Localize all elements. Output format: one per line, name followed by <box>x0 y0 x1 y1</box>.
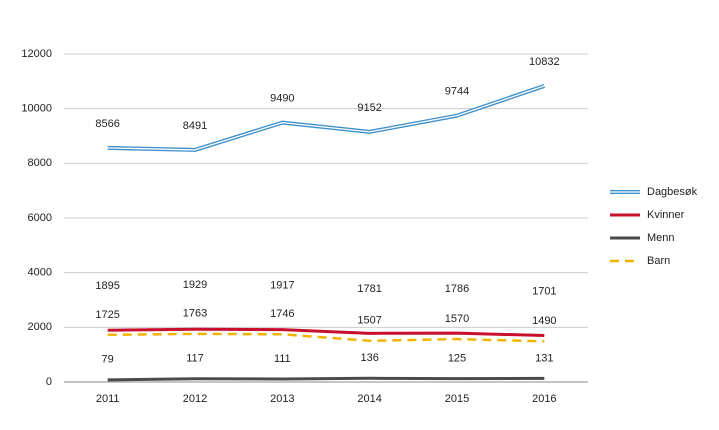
data-label: 1507 <box>357 315 381 327</box>
y-tick-label: 4000 <box>28 267 52 279</box>
data-label: 9490 <box>270 93 294 105</box>
data-label: 136 <box>360 352 378 364</box>
legend-label: Menn <box>647 232 675 244</box>
data-label: 1763 <box>183 308 207 320</box>
data-label: 8566 <box>95 118 119 130</box>
x-tick-label: 2012 <box>183 393 207 405</box>
data-label: 1917 <box>270 280 294 292</box>
data-label: 1781 <box>357 283 381 295</box>
series-line-inner <box>107 85 545 151</box>
data-label: 1929 <box>183 279 207 291</box>
legend-label: Kvinner <box>647 209 685 221</box>
data-label: 1570 <box>445 313 469 325</box>
data-label: 10832 <box>529 56 560 68</box>
data-label: 1746 <box>270 308 294 320</box>
y-tick-label: 10000 <box>21 103 52 115</box>
x-tick-label: 2011 <box>96 393 120 405</box>
data-label: 1895 <box>95 280 119 292</box>
series-line <box>107 332 545 343</box>
x-tick-label: 2014 <box>357 393 381 405</box>
data-label: 125 <box>448 352 466 364</box>
y-tick-label: 12000 <box>21 48 52 60</box>
series-line <box>107 84 545 152</box>
data-label: 1786 <box>445 283 469 295</box>
data-label: 8491 <box>183 120 207 132</box>
data-label: 1490 <box>532 315 556 327</box>
legend-label: Barn <box>647 255 670 267</box>
series-line <box>107 327 545 338</box>
x-tick-label: 2015 <box>445 393 469 405</box>
x-tick-label: 2016 <box>532 393 556 405</box>
y-tick-label: 2000 <box>28 321 52 333</box>
data-label: 131 <box>535 352 553 364</box>
data-label: 1725 <box>95 309 119 321</box>
series-line <box>107 376 545 382</box>
data-label: 9152 <box>357 102 381 114</box>
data-label: 117 <box>186 353 204 365</box>
data-label: 79 <box>102 354 114 366</box>
x-tick-label: 2013 <box>270 393 294 405</box>
data-label: 111 <box>274 353 291 365</box>
y-tick-label: 0 <box>46 376 52 388</box>
legend-label: Dagbesøk <box>647 186 698 198</box>
data-label: 1701 <box>532 285 556 297</box>
y-tick-label: 6000 <box>28 212 52 224</box>
data-label: 9744 <box>445 86 469 98</box>
y-tick-label: 8000 <box>28 157 52 169</box>
